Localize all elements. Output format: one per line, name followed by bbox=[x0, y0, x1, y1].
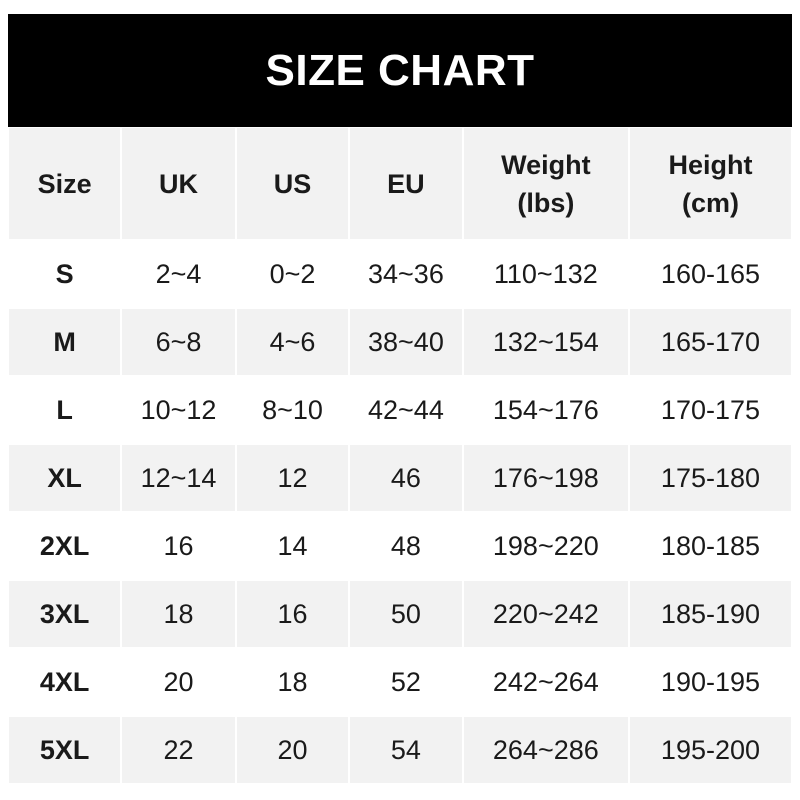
cell-size: S bbox=[9, 241, 121, 307]
cell-eu: 34~36 bbox=[350, 241, 462, 307]
cell-weight: 132~154 bbox=[463, 309, 628, 375]
cell-uk: 2~4 bbox=[122, 241, 235, 307]
cell-eu: 46 bbox=[350, 445, 462, 511]
cell-weight: 242~264 bbox=[463, 649, 628, 715]
table-row: 5XL 22 20 54 264~286 195-200 bbox=[9, 717, 791, 783]
cell-size: 5XL bbox=[9, 717, 121, 783]
header-label: US bbox=[273, 168, 312, 199]
header-label: EU bbox=[387, 168, 425, 199]
cell-us: 0~2 bbox=[236, 241, 349, 307]
header-unit: (cm) bbox=[681, 187, 739, 218]
cell-weight: 176~198 bbox=[463, 445, 628, 511]
cell-eu: 50 bbox=[350, 581, 462, 647]
cell-us: 8~10 bbox=[236, 377, 349, 443]
cell-eu: 54 bbox=[350, 717, 462, 783]
cell-size: 2XL bbox=[9, 513, 121, 579]
cell-uk: 6~8 bbox=[122, 309, 235, 375]
header-row: Size UK US EU Weight (lbs) Height (cm) bbox=[9, 128, 791, 239]
cell-uk: 20 bbox=[122, 649, 235, 715]
cell-height: 170-175 bbox=[629, 377, 791, 443]
cell-uk: 16 bbox=[122, 513, 235, 579]
cell-uk: 22 bbox=[122, 717, 235, 783]
cell-weight: 198~220 bbox=[463, 513, 628, 579]
cell-size: 4XL bbox=[9, 649, 121, 715]
cell-height: 175-180 bbox=[629, 445, 791, 511]
cell-us: 12 bbox=[236, 445, 349, 511]
column-header-uk: UK bbox=[122, 128, 235, 239]
cell-weight: 154~176 bbox=[463, 377, 628, 443]
cell-uk: 12~14 bbox=[122, 445, 235, 511]
table-row: L 10~12 8~10 42~44 154~176 170-175 bbox=[9, 377, 791, 443]
column-header-size: Size bbox=[9, 128, 121, 239]
cell-height: 185-190 bbox=[629, 581, 791, 647]
cell-eu: 52 bbox=[350, 649, 462, 715]
header-label: Height bbox=[668, 149, 753, 180]
cell-weight: 220~242 bbox=[463, 581, 628, 647]
cell-us: 20 bbox=[236, 717, 349, 783]
column-header-us: US bbox=[236, 128, 349, 239]
column-header-eu: EU bbox=[350, 128, 462, 239]
size-chart-title: SIZE CHART bbox=[8, 14, 792, 127]
size-chart-table: Size UK US EU Weight (lbs) Height (cm) S 2~4 0~2 3… bbox=[7, 126, 793, 785]
cell-size: 3XL bbox=[9, 581, 121, 647]
cell-us: 18 bbox=[236, 649, 349, 715]
cell-size: L bbox=[9, 377, 121, 443]
cell-uk: 10~12 bbox=[122, 377, 235, 443]
column-header-height: Height (cm) bbox=[629, 128, 791, 239]
cell-uk: 18 bbox=[122, 581, 235, 647]
cell-weight: 110~132 bbox=[463, 241, 628, 307]
cell-size: M bbox=[9, 309, 121, 375]
cell-height: 180-185 bbox=[629, 513, 791, 579]
cell-height: 165-170 bbox=[629, 309, 791, 375]
cell-us: 16 bbox=[236, 581, 349, 647]
table-row: S 2~4 0~2 34~36 110~132 160-165 bbox=[9, 241, 791, 307]
cell-us: 14 bbox=[236, 513, 349, 579]
cell-height: 190-195 bbox=[629, 649, 791, 715]
cell-eu: 48 bbox=[350, 513, 462, 579]
cell-height: 195-200 bbox=[629, 717, 791, 783]
header-label: UK bbox=[159, 168, 199, 199]
cell-height: 160-165 bbox=[629, 241, 791, 307]
table-row: M 6~8 4~6 38~40 132~154 165-170 bbox=[9, 309, 791, 375]
cell-weight: 264~286 bbox=[463, 717, 628, 783]
header-label: Size bbox=[37, 168, 92, 199]
table-row: 4XL 20 18 52 242~264 190-195 bbox=[9, 649, 791, 715]
cell-eu: 42~44 bbox=[350, 377, 462, 443]
cell-size: XL bbox=[9, 445, 121, 511]
header-unit: (lbs) bbox=[517, 187, 575, 218]
cell-us: 4~6 bbox=[236, 309, 349, 375]
table-row: XL 12~14 12 46 176~198 175-180 bbox=[9, 445, 791, 511]
column-header-weight: Weight (lbs) bbox=[463, 128, 628, 239]
header-label: Weight bbox=[501, 149, 591, 180]
cell-eu: 38~40 bbox=[350, 309, 462, 375]
table-row: 2XL 16 14 48 198~220 180-185 bbox=[9, 513, 791, 579]
table-row: 3XL 18 16 50 220~242 185-190 bbox=[9, 581, 791, 647]
